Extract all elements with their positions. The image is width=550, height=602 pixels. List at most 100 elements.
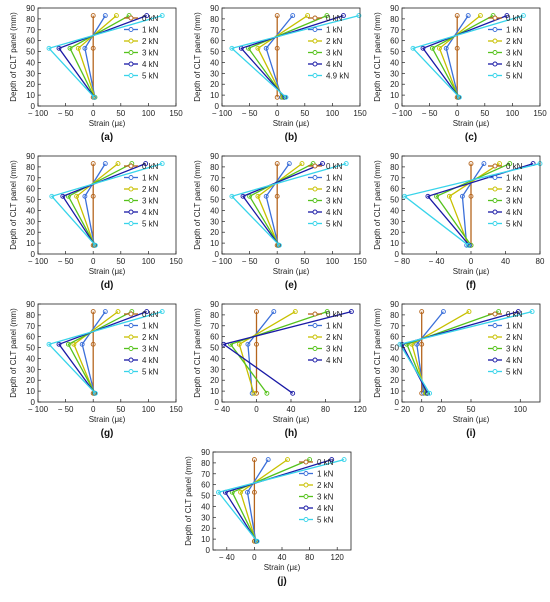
legend-marker [128,186,134,192]
data-point [274,45,280,51]
y-tick-label: 20 [210,376,219,385]
x-tick-label: 0 [91,109,96,118]
data-point [216,489,221,495]
legend-label: 4 kN [326,356,343,365]
data-point [515,309,521,315]
legend-label: 1 kN [506,26,523,35]
y-tick-label: 90 [210,4,219,13]
series-line [265,163,290,246]
legend-label: 0 kN [142,14,159,23]
y-tick-label: 80 [26,163,35,172]
x-tick-label: 0 [275,109,280,118]
y-tick-label: 50 [210,196,219,205]
legend-label: 4 kN [142,60,159,69]
data-point [263,45,269,51]
series-line [241,162,323,246]
y-tick-label: 30 [210,365,219,374]
data-point [49,193,55,199]
y-tick-label: 30 [26,69,35,78]
data-point [504,13,510,19]
legend-marker [128,175,134,180]
legend-label: 3 kN [142,345,159,354]
legend-marker [128,61,134,67]
y-tick-label: 80 [390,15,399,24]
legend-marker [128,209,134,215]
legend-marker [312,357,318,363]
series-line [84,163,106,246]
y-tick-label: 30 [26,217,35,226]
y-tick-label: 80 [390,163,399,172]
legend-marker [492,50,498,55]
series-line [421,14,508,98]
legend-label: 5 kN [506,72,523,81]
legend-label: 4 kN [506,208,523,217]
series-line [401,310,519,394]
series-line [230,14,360,98]
series-line [77,15,117,98]
y-tick-label: 50 [210,48,219,57]
legend-label: 3 kN [326,197,343,206]
x-axis-label: Strain (με) [273,119,310,128]
y-axis-label: Depth of CLT panel (mm) [373,160,382,250]
legend-label: 3 kN [506,49,523,58]
data-point [82,45,88,51]
panel-label: (h) [285,428,298,439]
legend-marker [128,50,134,55]
y-tick-label: 60 [210,333,219,342]
x-tick-label: − 50 [422,109,438,118]
series-line [411,14,524,98]
data-point [459,193,465,199]
x-tick-label: − 50 [242,109,258,118]
series-line [265,15,294,98]
x-tick-label: 50 [467,405,476,414]
x-tick-label: 50 [300,109,309,118]
series-line [57,14,147,98]
x-tick-label: 80 [305,553,314,562]
data-point [465,242,471,248]
legend-marker [128,198,134,203]
y-tick-label: 90 [390,4,399,13]
legend-marker [128,334,134,340]
x-tick-label: 100 [514,405,528,414]
data-point [507,161,513,167]
legend-marker [312,175,318,180]
data-point [477,13,483,19]
y-tick-label: 40 [26,206,35,215]
x-tick-label: 120 [331,553,345,562]
y-tick-label: 0 [395,398,400,407]
legend-marker [492,186,498,192]
legend-label: 5 kN [142,368,159,377]
y-axis-label: Depth of CLT panel (mm) [184,456,193,546]
y-tick-label: 70 [201,470,210,479]
x-tick-label: 0 [254,405,259,414]
y-tick-label: 0 [31,102,36,111]
y-tick-label: 70 [390,322,399,331]
legend-label: 0 kN [326,14,343,23]
legend-label: 2 kN [326,37,343,46]
legend-marker [128,38,134,44]
data-point [520,13,526,19]
y-tick-label: 10 [210,239,219,248]
legend-label: 5 kN [142,220,159,229]
series-line [445,15,469,98]
y-tick-label: 30 [390,365,399,374]
series-line [431,15,494,98]
y-tick-label: 10 [26,239,35,248]
legend-label: 5 kN [317,516,334,525]
y-tick-label: 40 [210,354,219,363]
legend-label: 2 kN [317,481,334,490]
y-tick-label: 50 [390,344,399,353]
y-tick-label: 60 [26,37,35,46]
y-tick-label: 70 [210,174,219,183]
data-point [290,390,296,396]
data-point [144,13,150,19]
x-tick-label: 100 [142,405,156,414]
series-line [81,311,106,394]
y-tick-label: 90 [26,4,35,13]
legend-marker [312,27,318,32]
y-tick-label: 40 [26,58,35,67]
data-point [465,13,471,19]
legend-label: 4 kN [506,60,523,69]
y-tick-label: 20 [390,228,399,237]
data-point [254,538,260,544]
